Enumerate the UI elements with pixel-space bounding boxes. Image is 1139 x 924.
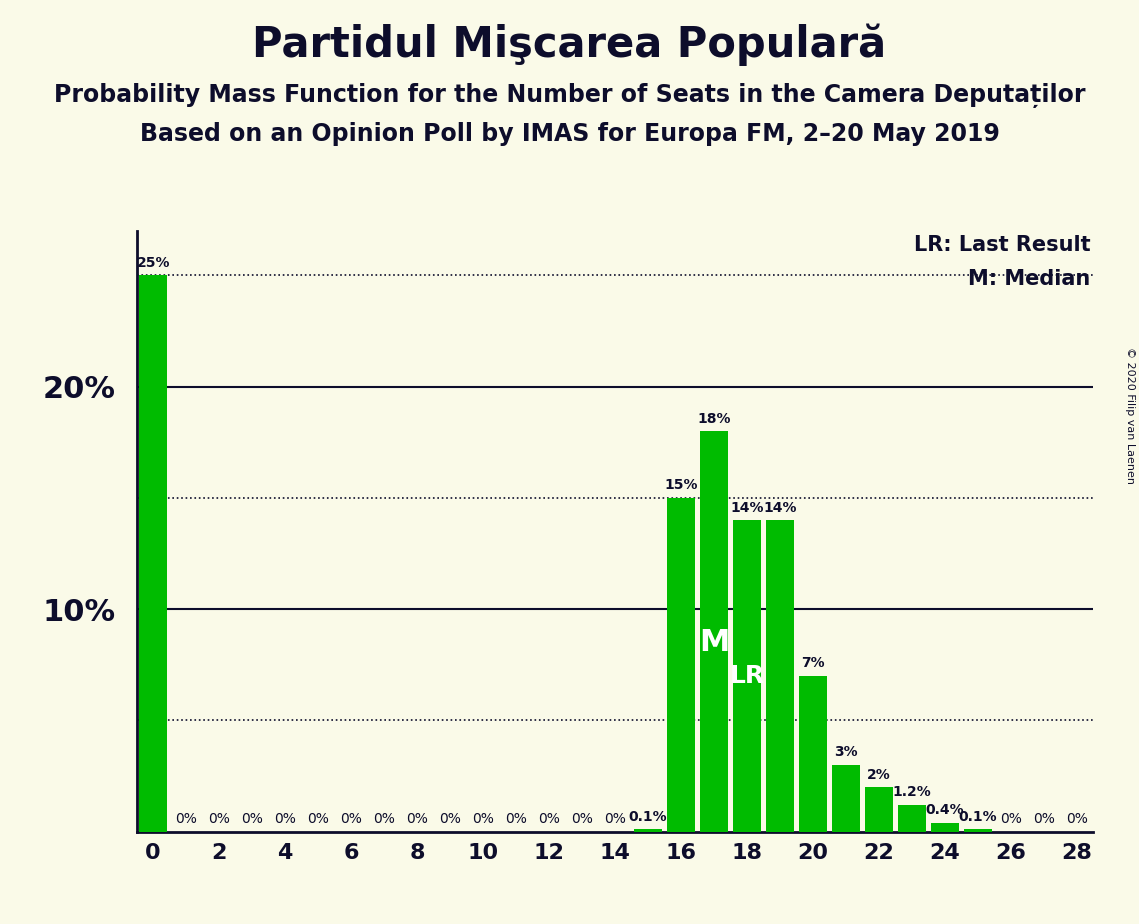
- Text: LR: Last Result: LR: Last Result: [913, 236, 1090, 255]
- Text: 0%: 0%: [506, 812, 527, 826]
- Text: 0.4%: 0.4%: [926, 803, 965, 817]
- Text: 0.1%: 0.1%: [959, 809, 998, 824]
- Text: 0.1%: 0.1%: [629, 809, 667, 824]
- Text: 0%: 0%: [407, 812, 428, 826]
- Text: 1.2%: 1.2%: [893, 785, 932, 799]
- Text: 0%: 0%: [208, 812, 230, 826]
- Text: 0%: 0%: [1033, 812, 1055, 826]
- Text: 2%: 2%: [867, 768, 891, 782]
- Text: 3%: 3%: [834, 746, 858, 760]
- Text: 0%: 0%: [1000, 812, 1022, 826]
- Text: Probability Mass Function for the Number of Seats in the Camera Deputaților: Probability Mass Function for the Number…: [54, 83, 1085, 108]
- Text: 14%: 14%: [763, 501, 797, 515]
- Text: M: M: [699, 628, 729, 657]
- Text: 14%: 14%: [730, 501, 764, 515]
- Bar: [700, 432, 728, 832]
- Text: LR: LR: [729, 663, 764, 687]
- Bar: [734, 520, 761, 832]
- Bar: [898, 805, 926, 832]
- Text: 0%: 0%: [374, 812, 395, 826]
- Bar: [931, 822, 959, 832]
- Text: 0%: 0%: [241, 812, 263, 826]
- Bar: [767, 520, 794, 832]
- Text: 0%: 0%: [473, 812, 494, 826]
- Text: 0%: 0%: [604, 812, 626, 826]
- Text: Based on an Opinion Poll by IMAS for Europa FM, 2–20 May 2019: Based on an Opinion Poll by IMAS for Eur…: [140, 122, 999, 146]
- Text: 25%: 25%: [137, 256, 170, 270]
- Bar: [964, 830, 992, 832]
- Text: M: Median: M: Median: [968, 269, 1090, 289]
- Bar: [634, 830, 662, 832]
- Bar: [831, 765, 860, 832]
- Text: 0%: 0%: [571, 812, 593, 826]
- Text: 0%: 0%: [308, 812, 329, 826]
- Text: 0%: 0%: [538, 812, 560, 826]
- Text: 0%: 0%: [1066, 812, 1088, 826]
- Bar: [865, 787, 893, 832]
- Bar: [667, 498, 695, 832]
- Bar: [139, 275, 167, 832]
- Text: 7%: 7%: [801, 656, 825, 670]
- Text: 18%: 18%: [697, 411, 731, 426]
- Text: © 2020 Filip van Laenen: © 2020 Filip van Laenen: [1125, 347, 1134, 484]
- Text: 0%: 0%: [440, 812, 461, 826]
- Text: Partidul Mişcarea Populară: Partidul Mişcarea Populară: [253, 23, 886, 66]
- Text: 0%: 0%: [341, 812, 362, 826]
- Text: 15%: 15%: [664, 479, 698, 492]
- Text: 0%: 0%: [274, 812, 296, 826]
- Text: 0%: 0%: [175, 812, 197, 826]
- Bar: [798, 675, 827, 832]
